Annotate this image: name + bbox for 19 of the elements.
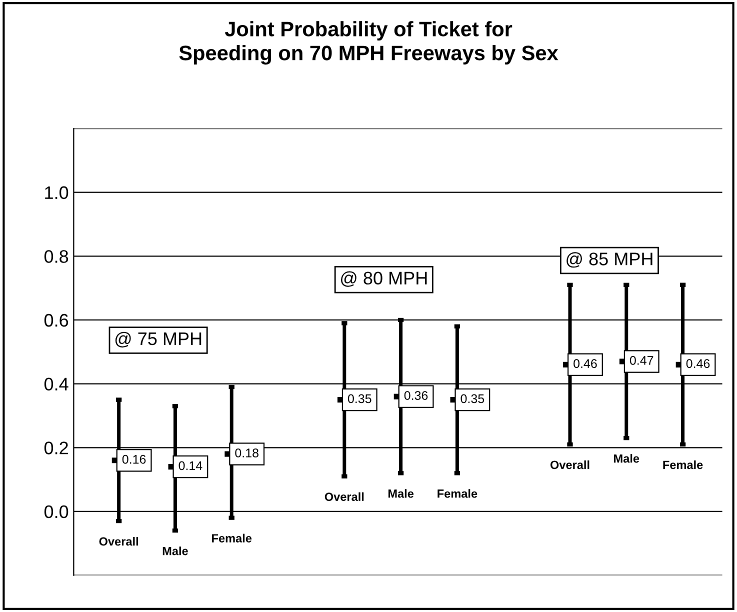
x-tick-label: Male [388, 489, 414, 498]
annotation: @ 80 MPH [341, 271, 427, 287]
annotation: @ 75 MPH [115, 332, 202, 348]
y-tick-label: 0.2 [44, 442, 68, 454]
chart-title: Joint Probability of Ticket for Speeding on 70 MPH Freeways by Sex [179, 21, 558, 65]
y-tick-label: 0.6 [44, 314, 68, 327]
x-tick-label: Overall [550, 460, 590, 470]
y-tick-label: 0.0 [44, 505, 68, 518]
x-tick-label: Overall [324, 492, 364, 501]
x-tick-label: Female [212, 534, 252, 542]
y-tick-label: 0.8 [44, 250, 68, 263]
x-tick-label: Female [663, 460, 703, 470]
y-tick-label: 1.0 [45, 186, 68, 200]
x-tick-label: Male [162, 546, 188, 556]
annotation: @ 85 MPH [566, 252, 652, 268]
x-tick-label: Male [614, 454, 640, 463]
x-tick-label: Female [438, 489, 478, 498]
y-tick-label: 0.4 [44, 378, 68, 391]
x-tick-label: Overall [99, 536, 138, 546]
